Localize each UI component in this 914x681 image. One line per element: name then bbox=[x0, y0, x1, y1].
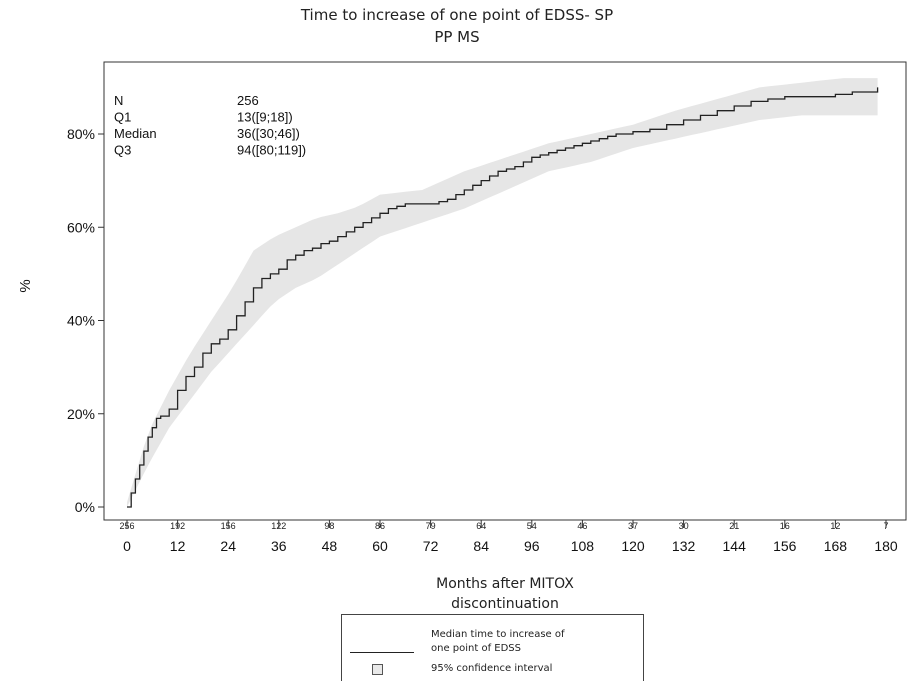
at-risk-count: 37 bbox=[628, 521, 638, 531]
x-tick-label: 12 bbox=[170, 538, 186, 554]
at-risk-count: 79 bbox=[426, 521, 436, 531]
median-curve bbox=[127, 87, 879, 508]
at-risk-count: 122 bbox=[271, 521, 286, 531]
x-tick-label: 36 bbox=[271, 538, 287, 554]
y-tick-label: 60% bbox=[67, 219, 95, 235]
at-risk-count: 7 bbox=[883, 521, 888, 531]
x-tick-label: 156 bbox=[773, 538, 797, 554]
at-risk-count: 54 bbox=[527, 521, 537, 531]
at-risk-count: 192 bbox=[170, 521, 185, 531]
at-risk-count: 156 bbox=[221, 521, 236, 531]
stat-value: 94([80;119]) bbox=[237, 143, 306, 158]
y-tick-label: 40% bbox=[67, 313, 95, 329]
legend: Median time to increase of one point of … bbox=[341, 614, 644, 681]
x-tick-label: 72 bbox=[423, 538, 439, 554]
x-tick-label: 84 bbox=[473, 538, 489, 554]
plot-frame bbox=[103, 61, 907, 521]
at-risk-count: 46 bbox=[577, 521, 587, 531]
x-tick-label: 180 bbox=[874, 538, 898, 554]
stat-value: 13([9;18]) bbox=[237, 110, 293, 125]
x-axis-label-line2: discontinuation bbox=[451, 596, 559, 612]
at-risk-count: 256 bbox=[119, 521, 134, 531]
x-tick-label: 0 bbox=[123, 538, 131, 554]
at-risk-count: 30 bbox=[679, 521, 689, 531]
legend-line-swatch bbox=[350, 652, 414, 653]
stat-value: 36([30;46]) bbox=[237, 126, 300, 141]
y-tick-label: 0% bbox=[75, 499, 95, 515]
x-tick-label: 132 bbox=[672, 538, 696, 554]
chart-subtitle: PP MS bbox=[434, 28, 480, 46]
at-risk-count: 98 bbox=[324, 521, 334, 531]
y-tick-label: 80% bbox=[67, 126, 95, 142]
x-tick-label: 96 bbox=[524, 538, 540, 554]
at-risk-count: 12 bbox=[830, 521, 840, 531]
legend-ci-label: 95% confidence interval bbox=[431, 663, 553, 674]
y-tick-label: 20% bbox=[67, 406, 95, 422]
km-chart: 0% 20% 40% 60% 80% 0 12 24 36 48 60 72 84 96 108 120 13… bbox=[17, 61, 907, 612]
legend-ci-swatch bbox=[372, 664, 383, 675]
stat-label: Median bbox=[114, 126, 157, 141]
at-risk-count: 86 bbox=[375, 521, 385, 531]
x-tick-label: 24 bbox=[220, 538, 236, 554]
legend-line-label-1: Median time to increase of bbox=[431, 629, 565, 640]
x-tick-label: 144 bbox=[723, 538, 747, 554]
chart-title: Time to increase of one point of EDSS- S… bbox=[300, 6, 614, 24]
confidence-band bbox=[127, 78, 878, 507]
at-risk-count: 21 bbox=[729, 521, 739, 531]
stat-label: Q1 bbox=[114, 110, 131, 125]
x-tick-label: 168 bbox=[824, 538, 848, 554]
x-tick-label: 120 bbox=[621, 538, 645, 554]
at-risk-count: 16 bbox=[780, 521, 790, 531]
at-risk-count: 64 bbox=[476, 521, 486, 531]
stat-label: N bbox=[114, 93, 123, 108]
x-tick-label: 60 bbox=[372, 538, 388, 554]
stat-label: Q3 bbox=[114, 143, 131, 158]
stat-value: 256 bbox=[237, 93, 259, 108]
x-tick-label: 48 bbox=[322, 538, 338, 554]
x-tick-label: 108 bbox=[571, 538, 595, 554]
x-axis-label-line1: Months after MITOX bbox=[436, 576, 574, 592]
legend-line-label-2: one point of EDSS bbox=[431, 643, 521, 654]
y-axis-label: % bbox=[17, 279, 34, 292]
